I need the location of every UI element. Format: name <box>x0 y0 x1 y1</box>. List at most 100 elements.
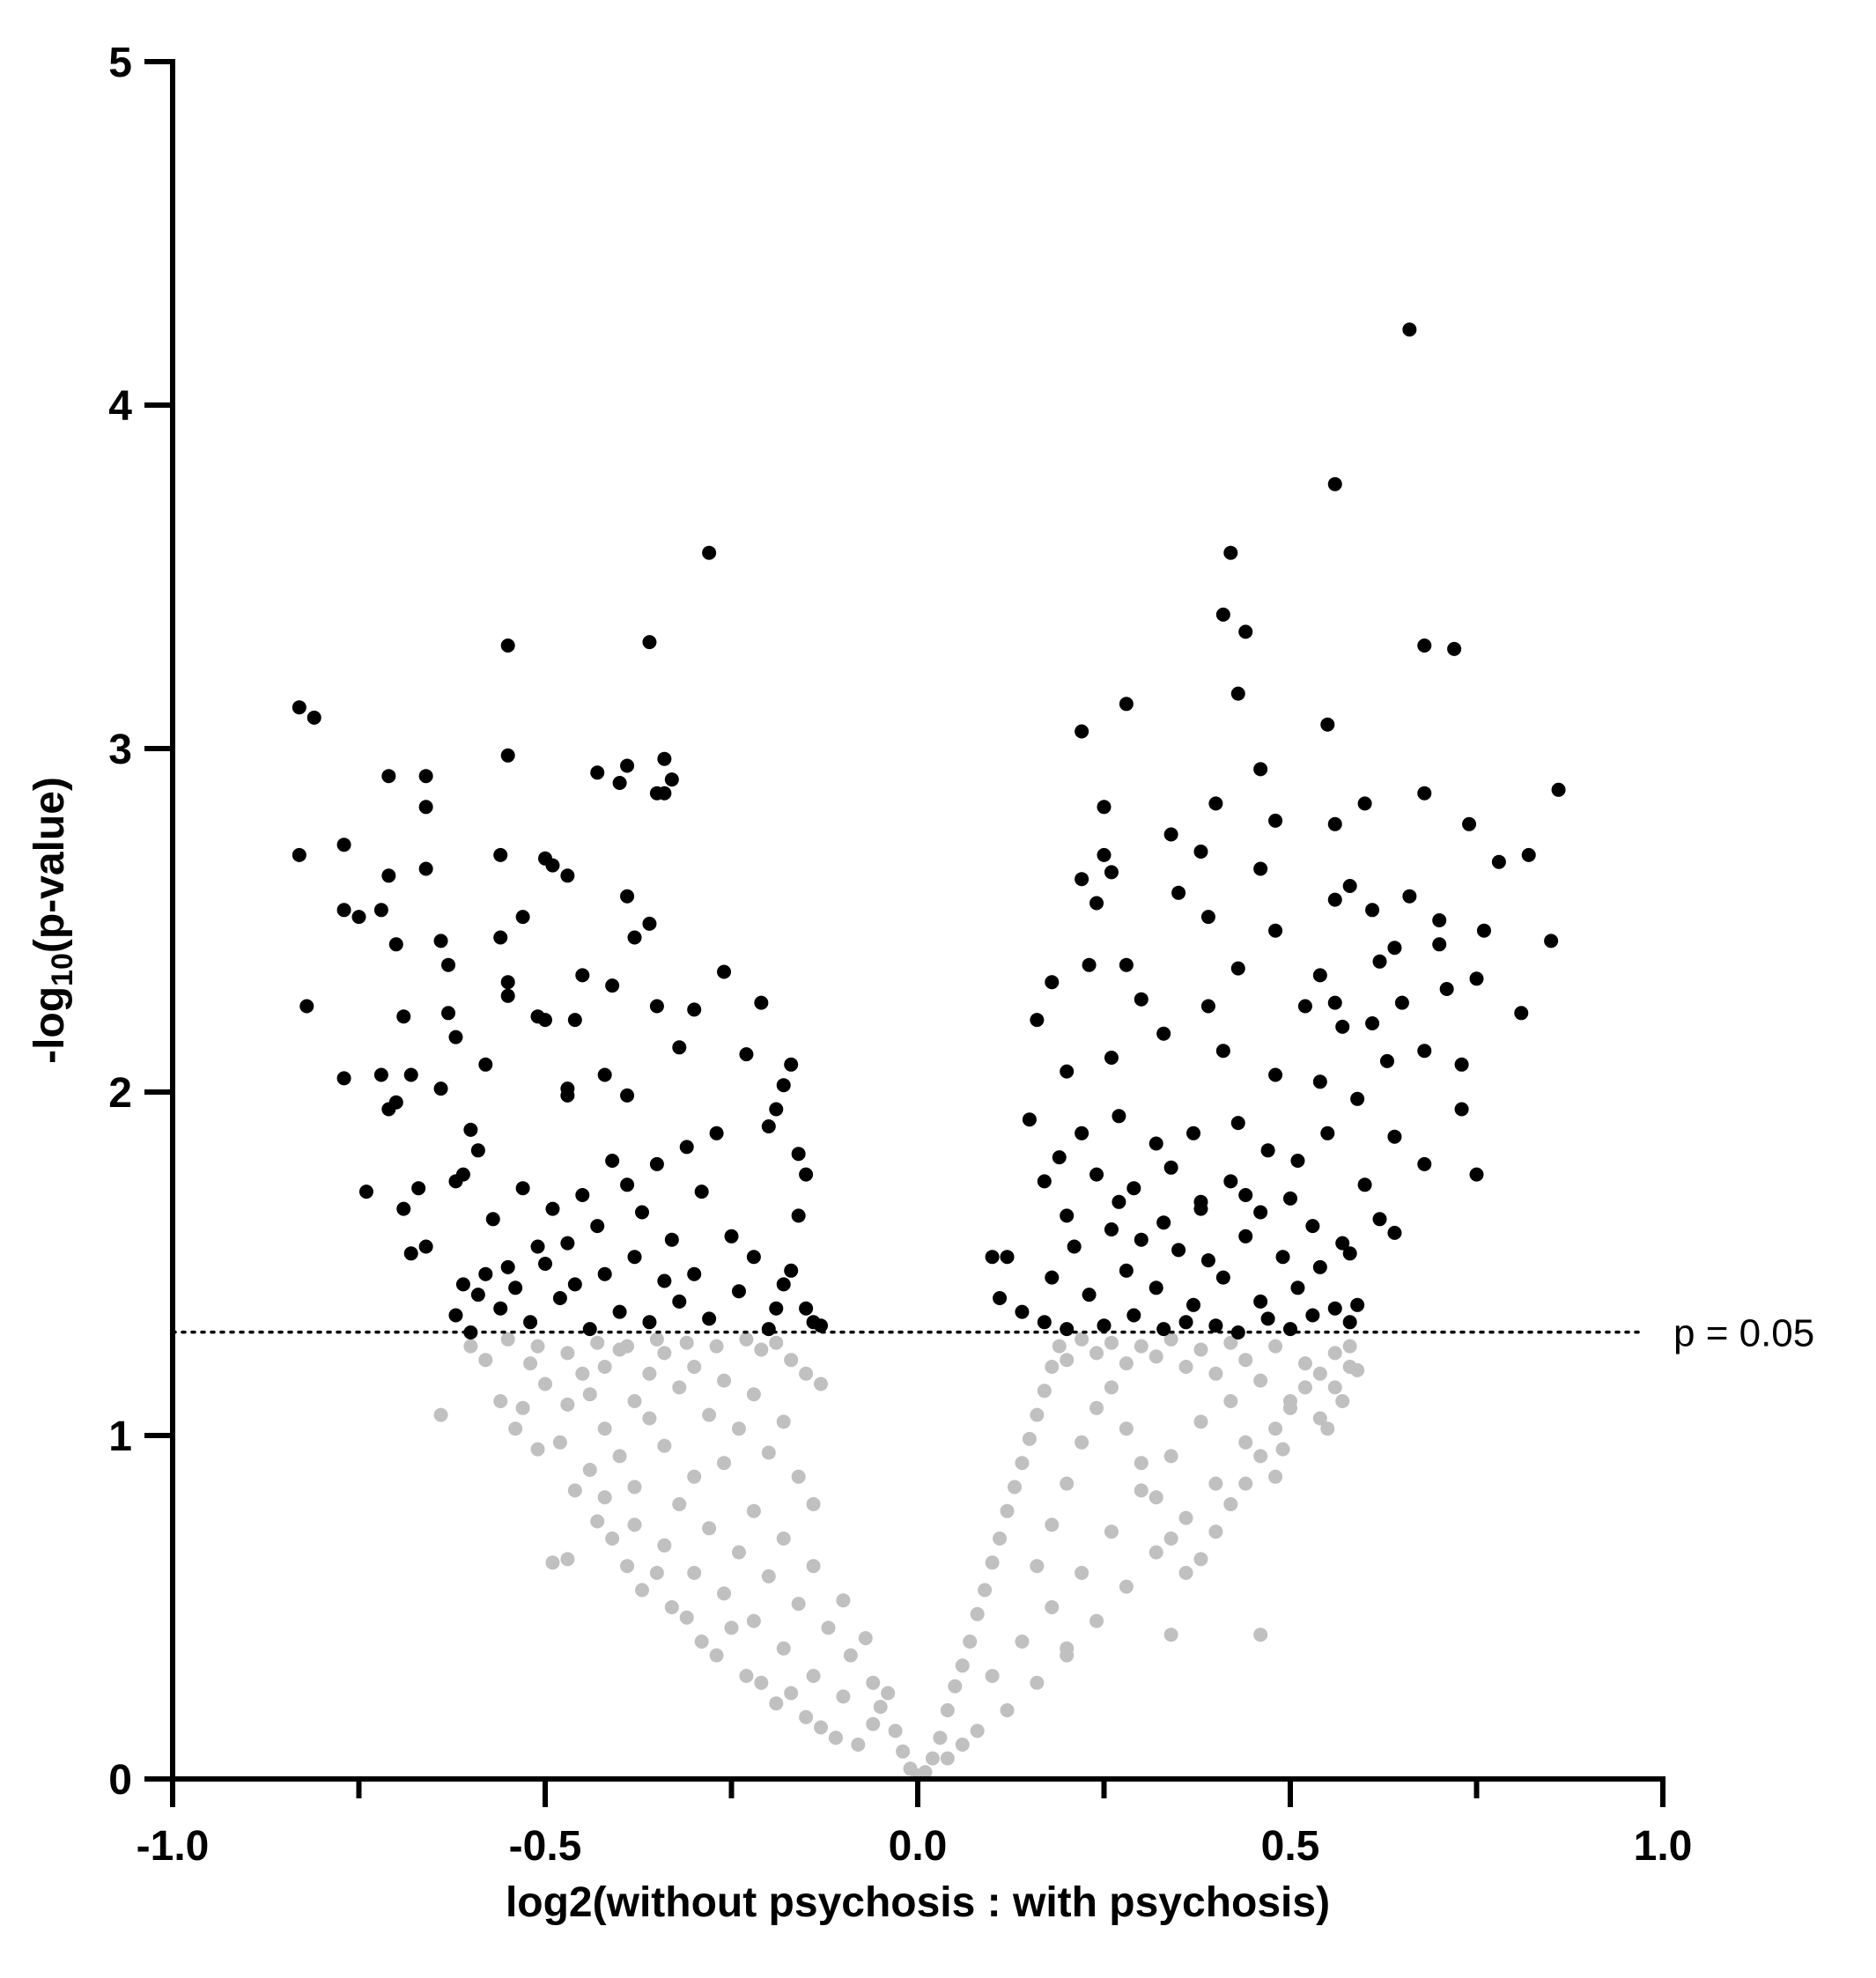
point-significant <box>567 1013 582 1028</box>
point-not-significant <box>978 1583 993 1598</box>
point-significant <box>478 1057 493 1072</box>
point-not-significant <box>1052 1339 1067 1354</box>
point-not-significant <box>530 1339 545 1354</box>
point-significant <box>642 1315 657 1330</box>
point-significant <box>1186 1297 1201 1312</box>
point-significant <box>1365 1016 1380 1030</box>
point-significant <box>1097 847 1112 862</box>
point-not-significant <box>866 1675 881 1690</box>
point-not-significant <box>1275 1442 1290 1457</box>
point-significant <box>1022 1112 1037 1127</box>
point-not-significant <box>605 1531 620 1546</box>
point-significant <box>1476 923 1491 938</box>
point-not-significant <box>1104 1524 1119 1539</box>
point-not-significant <box>769 1335 784 1350</box>
point-not-significant <box>1327 1380 1342 1395</box>
point-significant <box>433 934 448 948</box>
point-significant <box>717 964 732 979</box>
point-not-significant <box>560 1552 575 1567</box>
point-significant <box>1327 892 1342 907</box>
point-significant <box>627 1250 642 1265</box>
point-significant <box>463 1122 478 1137</box>
point-not-significant <box>642 1366 657 1381</box>
point-significant <box>1075 724 1089 739</box>
point-significant <box>485 1212 500 1227</box>
point-significant <box>605 1154 620 1168</box>
point-not-significant <box>1253 1449 1268 1464</box>
point-significant <box>1387 941 1402 956</box>
point-significant <box>1491 854 1506 869</box>
point-significant <box>545 1201 560 1216</box>
point-significant <box>993 1291 1008 1305</box>
point-not-significant <box>1268 1421 1283 1436</box>
point-significant <box>1312 1074 1327 1089</box>
point-significant <box>1417 786 1432 801</box>
point-not-significant <box>1104 1380 1119 1395</box>
point-significant <box>1342 879 1357 893</box>
point-significant <box>657 1273 672 1288</box>
point-significant <box>597 1067 612 1082</box>
point-not-significant <box>649 1566 664 1580</box>
point-significant <box>1268 1067 1283 1082</box>
point-not-significant <box>1000 1503 1015 1518</box>
point-not-significant <box>1007 1480 1022 1495</box>
point-not-significant <box>1030 1407 1045 1422</box>
point-not-significant <box>657 1438 672 1453</box>
point-not-significant <box>538 1376 552 1391</box>
y-tick-label: 3 <box>108 727 132 773</box>
point-not-significant <box>754 1342 769 1357</box>
point-not-significant <box>873 1700 888 1715</box>
point-significant <box>1112 1194 1126 1209</box>
point-significant <box>560 1088 575 1103</box>
point-significant <box>1260 1143 1275 1158</box>
point-not-significant <box>1223 1335 1238 1350</box>
point-significant <box>1268 813 1283 828</box>
point-significant <box>657 786 672 801</box>
point-not-significant <box>1163 1531 1178 1546</box>
point-not-significant <box>731 1421 746 1436</box>
point-not-significant <box>627 1480 642 1495</box>
point-significant <box>538 1013 552 1028</box>
point-not-significant <box>709 1339 724 1354</box>
point-significant <box>702 545 717 560</box>
point-significant <box>702 1311 717 1326</box>
point-not-significant <box>918 1765 933 1780</box>
point-significant <box>791 1208 806 1223</box>
point-significant <box>493 930 508 945</box>
point-not-significant <box>717 1373 732 1388</box>
point-significant <box>1469 1167 1484 1182</box>
point-significant <box>1089 896 1104 911</box>
point-not-significant <box>993 1531 1008 1546</box>
point-not-significant <box>612 1449 627 1464</box>
point-significant <box>620 889 635 904</box>
point-not-significant <box>1320 1421 1335 1436</box>
point-not-significant <box>1148 1490 1163 1505</box>
not-significant-points <box>433 1332 1365 1783</box>
point-not-significant <box>687 1566 702 1580</box>
point-significant <box>1283 1322 1297 1337</box>
threshold-label: p = 0.05 <box>1673 1312 1814 1355</box>
point-significant <box>1238 1229 1253 1244</box>
point-significant <box>1037 1174 1052 1189</box>
point-not-significant <box>739 1669 754 1683</box>
point-not-significant <box>717 1586 732 1601</box>
point-not-significant <box>963 1635 978 1649</box>
point-significant <box>538 1257 552 1271</box>
point-not-significant <box>1075 1566 1089 1580</box>
point-not-significant <box>560 1397 575 1412</box>
point-significant <box>418 861 433 876</box>
point-not-significant <box>1015 1635 1030 1649</box>
point-significant <box>605 978 620 993</box>
point-significant <box>1521 847 1536 862</box>
point-not-significant <box>1060 1476 1075 1491</box>
point-not-significant <box>1193 1342 1208 1357</box>
point-significant <box>1260 1311 1275 1326</box>
point-not-significant <box>761 1568 776 1583</box>
point-significant <box>373 903 388 918</box>
point-not-significant <box>739 1332 754 1347</box>
point-significant <box>627 930 642 945</box>
x-tick-label: 1.0 <box>1634 1823 1693 1870</box>
point-not-significant <box>590 1335 605 1350</box>
point-significant <box>455 1167 470 1182</box>
point-significant <box>1253 1205 1268 1220</box>
